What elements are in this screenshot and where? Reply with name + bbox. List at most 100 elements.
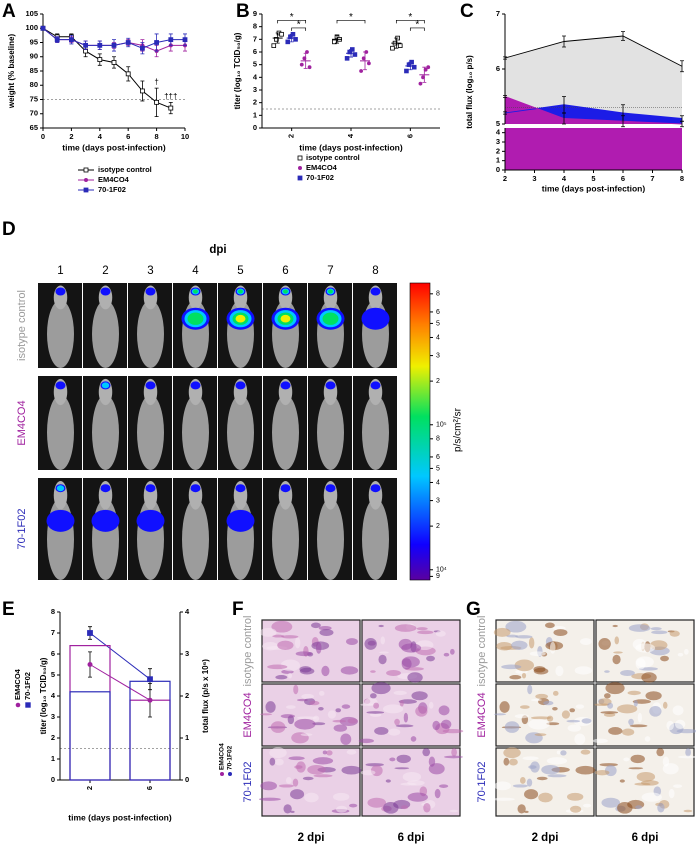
tissue xyxy=(270,721,286,733)
tissue xyxy=(604,670,610,673)
tissue xyxy=(617,801,633,814)
tissue xyxy=(619,779,625,783)
marker xyxy=(125,40,131,45)
tissue xyxy=(501,664,522,670)
signal xyxy=(235,484,246,493)
signal xyxy=(101,382,110,389)
x-tick-label: 3 xyxy=(532,174,536,183)
series-area xyxy=(505,96,682,170)
significance-label: * xyxy=(349,12,353,23)
column-label: 6 dpi xyxy=(632,832,659,844)
tissue xyxy=(443,652,450,657)
mouse-body xyxy=(362,498,389,580)
marker xyxy=(182,37,188,43)
tissue xyxy=(635,805,643,810)
x-axis-label: time (days post-infection) xyxy=(542,183,646,193)
series-line xyxy=(504,96,683,125)
tissue xyxy=(601,797,621,808)
tissue xyxy=(450,648,455,655)
tissue xyxy=(644,736,651,742)
tissue xyxy=(318,690,325,696)
colorbar-label: p/s/cm²/sr xyxy=(453,407,464,452)
bar xyxy=(129,680,171,781)
marker xyxy=(344,56,350,61)
row-label: isotype control xyxy=(242,616,254,687)
y-tick-label: 70 xyxy=(30,109,38,118)
bar xyxy=(69,691,111,781)
tissue xyxy=(318,707,324,711)
tissue xyxy=(296,716,318,720)
error-bar xyxy=(621,115,625,128)
axis-frame xyxy=(261,14,440,129)
tissue xyxy=(636,771,656,782)
tissue xyxy=(575,704,585,709)
y-axis-label: total flux (log₁₀ p/s) xyxy=(465,55,474,129)
tissue xyxy=(678,755,696,759)
tissue xyxy=(666,720,675,731)
row-label: 70-1F02 xyxy=(476,762,488,803)
marker xyxy=(111,60,117,65)
tissue xyxy=(346,638,358,646)
tissue xyxy=(612,624,618,628)
row-label: isotype control xyxy=(16,290,28,361)
signal xyxy=(235,314,246,323)
tissue xyxy=(503,757,510,766)
column-label: 6 dpi xyxy=(398,832,425,844)
tissue xyxy=(340,733,352,745)
tissue xyxy=(387,728,401,736)
column-label: 2 xyxy=(102,265,108,277)
colorbar-tick-label: 4 xyxy=(436,334,440,341)
tissue xyxy=(534,733,547,737)
tissue xyxy=(607,702,614,709)
tissue xyxy=(544,622,555,629)
marker xyxy=(347,49,352,55)
tissue xyxy=(332,719,347,723)
tissue xyxy=(530,716,552,720)
tissue xyxy=(364,637,377,650)
tissue xyxy=(293,684,299,695)
tissue xyxy=(514,714,529,719)
tissue xyxy=(605,682,625,695)
tissue xyxy=(444,755,463,759)
signal xyxy=(370,287,381,296)
tissue xyxy=(367,797,387,808)
tissue xyxy=(627,690,641,696)
y-tick-label: 4 xyxy=(185,607,190,616)
tissue xyxy=(260,781,277,791)
tissue xyxy=(370,670,376,673)
tissue xyxy=(383,801,399,814)
tissue xyxy=(302,776,314,781)
tissue xyxy=(566,792,584,801)
tissue xyxy=(592,738,608,744)
signal xyxy=(280,381,291,390)
tissue xyxy=(504,721,520,733)
tissue xyxy=(401,656,420,668)
y-tick-label: 80 xyxy=(30,80,38,89)
error-bar xyxy=(621,31,625,41)
tissue xyxy=(583,803,592,808)
signal xyxy=(100,484,111,493)
legend-label: isotype control xyxy=(306,153,360,162)
tissue xyxy=(629,724,648,728)
significance-label: * xyxy=(297,20,301,31)
tissue xyxy=(546,722,560,726)
tissue xyxy=(637,712,643,723)
tissue xyxy=(315,641,322,654)
tissue xyxy=(649,705,662,717)
colorbar-tick-label: 6 xyxy=(436,454,440,461)
tissue xyxy=(449,809,459,813)
tissue xyxy=(569,708,576,713)
tissue xyxy=(529,651,546,657)
tissue xyxy=(347,718,358,724)
mouse-body xyxy=(227,394,254,470)
tissue xyxy=(277,640,294,650)
legend-label: 70-1F02 xyxy=(227,745,234,770)
marker xyxy=(271,43,277,48)
tissue xyxy=(569,805,582,813)
legend-label: 70-1F02 xyxy=(98,185,126,194)
mouse-body xyxy=(92,394,119,470)
tissue xyxy=(396,754,411,764)
tissue xyxy=(511,640,528,650)
panel-title: dpi xyxy=(209,244,226,256)
signal xyxy=(280,484,291,493)
